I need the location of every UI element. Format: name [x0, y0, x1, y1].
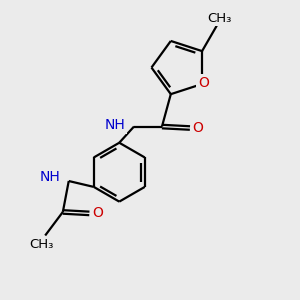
Text: NH: NH [39, 170, 60, 184]
Text: O: O [198, 76, 209, 89]
Text: O: O [193, 121, 204, 135]
Text: CH₃: CH₃ [29, 238, 54, 251]
Text: NH: NH [105, 118, 126, 132]
Text: O: O [92, 206, 103, 220]
Text: CH₃: CH₃ [207, 12, 231, 25]
